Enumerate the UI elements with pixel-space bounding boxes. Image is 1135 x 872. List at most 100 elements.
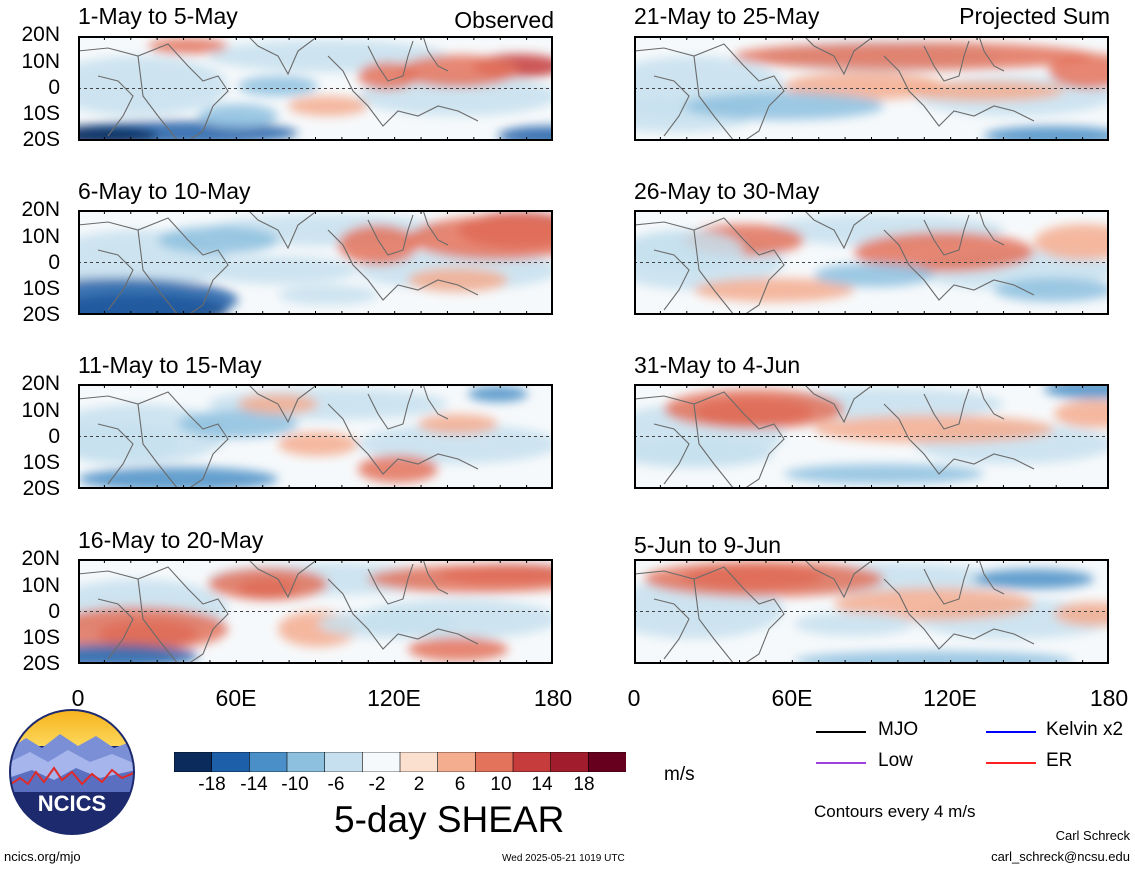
shear-anomaly — [408, 637, 508, 661]
coastline — [78, 391, 229, 489]
coastline — [422, 210, 449, 246]
shear-anomaly — [984, 126, 1109, 141]
coastline — [653, 75, 690, 137]
coastline — [137, 578, 179, 664]
shear-anomaly — [498, 126, 553, 141]
lat-label: 20N — [21, 23, 60, 46]
line-legend: MJO Kelvin x2 Low ER — [816, 720, 1126, 780]
shear-anomaly — [318, 610, 458, 638]
coastline — [247, 210, 319, 250]
coastline — [97, 423, 134, 485]
shear-anomaly — [208, 568, 328, 600]
coastline — [803, 559, 875, 599]
colorbar-swatches — [173, 751, 627, 773]
coastline — [367, 214, 414, 256]
shear-anomaly — [644, 561, 884, 597]
panel-title-left-3: 11-May to 15-May — [78, 352, 262, 378]
shear-anomaly — [684, 92, 884, 120]
lat-label: 0 — [48, 251, 60, 274]
shear-anomaly — [148, 38, 228, 54]
colorbar-swatch — [587, 751, 627, 773]
shear-map-projected-3 — [634, 384, 1109, 489]
shear-anomaly — [358, 62, 418, 90]
colorbar-swatch — [550, 751, 590, 773]
coastline — [693, 55, 735, 141]
shear-anomaly — [158, 226, 278, 254]
coastline — [247, 36, 319, 76]
shear-anomaly — [288, 96, 368, 116]
coastline — [327, 55, 479, 127]
coastline — [923, 563, 970, 605]
colorbar-tick-label: -6 — [327, 774, 345, 795]
legend-label-er: ER — [1046, 750, 1073, 771]
panel-title-right-3: 31-May to 4-Jun — [634, 352, 801, 378]
colorbar-swatch — [324, 751, 364, 773]
shear-anomaly — [278, 285, 378, 305]
coastline — [883, 403, 1035, 475]
shear-anomaly — [1054, 602, 1109, 626]
coastline — [883, 578, 1035, 650]
coastline — [97, 75, 134, 137]
lat-label: 0 — [48, 425, 60, 448]
coastline — [247, 559, 319, 599]
shear-anomaly — [398, 55, 518, 87]
colorbar-tick-label: -14 — [240, 774, 268, 795]
lon-label-right: 180 — [1089, 685, 1129, 711]
lat-label: 20N — [21, 198, 60, 221]
lon-label-left: 60E — [215, 685, 257, 711]
colorbar-ticks: -18 -14 -10 -6 -2 2 6 10 14 18 — [174, 775, 626, 797]
colorbar-tick-label: 6 — [454, 774, 466, 795]
shear-anomaly — [634, 230, 744, 270]
coastline — [367, 388, 414, 430]
coastline — [137, 403, 179, 489]
coastline — [367, 563, 414, 605]
coastline — [634, 43, 785, 141]
colorbar-tick-label: 18 — [573, 774, 595, 795]
coastline — [978, 559, 1005, 595]
coastline — [803, 36, 875, 76]
timestamp: Wed 2025-05-21 1019 UTC — [502, 853, 625, 864]
coastline — [693, 229, 735, 315]
coastline — [327, 229, 479, 301]
coastline — [693, 403, 735, 489]
shear-anomaly — [408, 216, 553, 260]
coastline — [653, 598, 690, 660]
coastline — [137, 229, 179, 315]
coastline — [693, 578, 735, 664]
shear-anomaly — [794, 651, 1074, 664]
shear-anomaly — [368, 565, 553, 593]
coastline — [78, 43, 229, 141]
coastline — [97, 249, 134, 311]
legend-label-low: Low — [878, 750, 913, 771]
coastline — [923, 214, 970, 256]
contours-note: Contours every 4 m/s — [814, 802, 976, 821]
lon-label-right: 120E — [923, 685, 977, 711]
coastline — [78, 566, 229, 664]
author-email[interactable]: carl_schreck@ncsu.edu — [991, 849, 1130, 864]
shear-anomaly — [664, 389, 844, 429]
shear-anomaly — [408, 268, 508, 292]
shear-anomaly — [178, 410, 298, 438]
lat-label: 10N — [21, 574, 60, 597]
shear-anomaly — [358, 455, 438, 483]
lon-label-right: 0 — [627, 685, 641, 711]
lat-label: 20S — [22, 128, 60, 151]
shear-anomaly — [994, 278, 1109, 302]
shear-anomaly — [198, 104, 278, 128]
colorbar-swatch — [211, 751, 251, 773]
coastline — [137, 55, 179, 141]
shear-anomaly — [1054, 400, 1109, 428]
coastline — [803, 210, 875, 250]
colorbar-tick-label: -2 — [368, 774, 386, 795]
shear-anomaly — [418, 414, 498, 434]
coastline — [978, 36, 1005, 72]
site-link[interactable]: ncics.org/mjo — [4, 849, 81, 864]
coastline — [923, 388, 970, 430]
ncics-logo: NCICS — [9, 709, 135, 835]
shear-map-observed-2 — [78, 210, 553, 315]
colorbar-tick-label: 14 — [531, 774, 553, 795]
coastline — [923, 40, 970, 82]
colorbar-tick-label: 2 — [413, 774, 425, 795]
lon-label-right: 60E — [771, 685, 813, 711]
lat-label: 10S — [22, 626, 60, 649]
